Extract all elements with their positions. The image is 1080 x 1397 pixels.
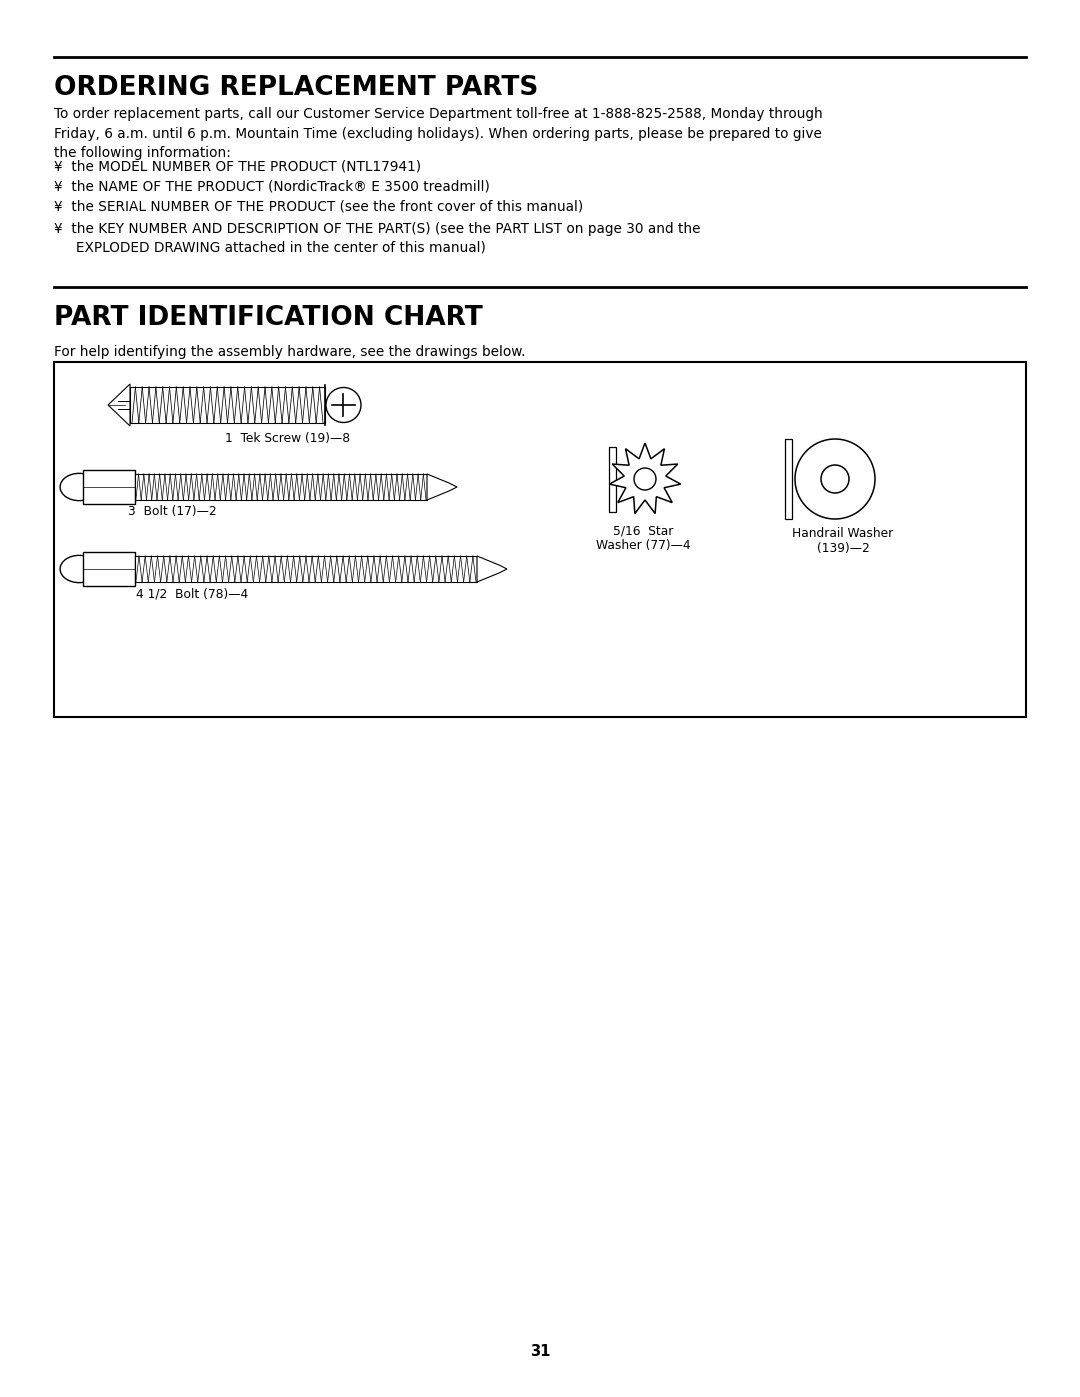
Circle shape (821, 465, 849, 493)
Circle shape (634, 468, 656, 490)
Text: ¥  the SERIAL NUMBER OF THE PRODUCT (see the front cover of this manual): ¥ the SERIAL NUMBER OF THE PRODUCT (see … (54, 198, 583, 212)
Bar (135, 556, 477, 583)
Bar (83, 552, 135, 585)
Ellipse shape (60, 556, 98, 583)
Text: 3  Bolt (17)—2: 3 Bolt (17)—2 (127, 504, 216, 518)
Text: PART IDENTIFICATION CHART: PART IDENTIFICATION CHART (54, 305, 483, 331)
Bar (785, 439, 792, 520)
Text: Handrail Washer
(139)—2: Handrail Washer (139)—2 (793, 527, 893, 555)
Bar (54, 362, 1026, 717)
Text: ¥  the NAME OF THE PRODUCT (NordicTrack® E 3500 treadmill): ¥ the NAME OF THE PRODUCT (NordicTrack® … (54, 179, 490, 193)
Text: 1  Tek Screw (19)—8: 1 Tek Screw (19)—8 (225, 432, 350, 446)
Text: 31: 31 (530, 1344, 550, 1359)
Text: ¥  the KEY NUMBER AND DESCRIPTION OF THE PART(S) (see the PART LIST on page 30 a: ¥ the KEY NUMBER AND DESCRIPTION OF THE … (54, 222, 701, 254)
Ellipse shape (60, 474, 98, 500)
Text: To order replacement parts, call our Customer Service Department toll-free at 1-: To order replacement parts, call our Cus… (54, 108, 823, 161)
Text: 5/16  Star
Washer (77)—4: 5/16 Star Washer (77)—4 (596, 524, 690, 552)
Text: For help identifying the assembly hardware, see the drawings below.: For help identifying the assembly hardwa… (54, 345, 526, 359)
Polygon shape (477, 556, 507, 583)
Polygon shape (609, 443, 680, 514)
Bar (135, 474, 427, 500)
Text: ORDERING REPLACEMENT PARTS: ORDERING REPLACEMENT PARTS (54, 75, 538, 101)
Text: ¥  the MODEL NUMBER OF THE PRODUCT (NTL17941): ¥ the MODEL NUMBER OF THE PRODUCT (NTL17… (54, 159, 421, 173)
Text: 4 1/2  Bolt (78)—4: 4 1/2 Bolt (78)—4 (136, 587, 248, 599)
Bar (130, 387, 325, 423)
Bar (609, 447, 616, 511)
Circle shape (795, 439, 875, 520)
Polygon shape (108, 384, 130, 426)
Bar (83, 469, 135, 504)
Polygon shape (427, 474, 457, 500)
Circle shape (326, 387, 361, 422)
